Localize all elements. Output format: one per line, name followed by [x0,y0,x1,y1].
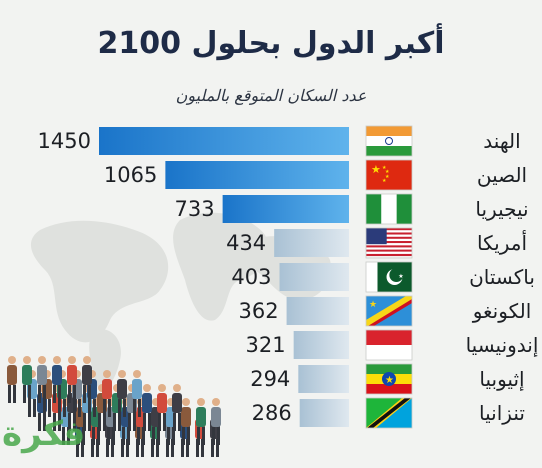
bar-4 [274,229,349,257]
bar-5 [279,263,349,291]
chart-title: أكبر الدول بحلول 2100 [97,26,445,61]
value-label-4: 434 [226,231,266,255]
dr-congo-flag-icon: ★ [365,295,413,327]
category-label-4: أمريكا [477,230,527,255]
bar-1 [99,127,349,155]
crowd-illustration [7,356,221,457]
indonesia-flag-icon [365,329,413,361]
value-label-7: 321 [246,333,286,357]
logo-text: فكرة [2,414,86,454]
category-label-1: الهند [483,129,520,153]
bar-3 [222,195,349,223]
category-label-9: تنزانيا [479,401,525,425]
category-label-8: إثيوبيا [479,367,524,392]
value-label-3: 733 [175,197,215,221]
svg-text:★: ★ [385,174,390,180]
value-label-9: 286 [252,401,292,425]
value-label-8: 294 [250,367,290,391]
bar-9 [299,399,349,427]
chart-subtitle: عدد السكان المتوقع بالمليون [175,86,367,105]
tanzania-flag-icon [365,397,413,429]
svg-text:★: ★ [382,178,387,184]
value-label-2: 1065 [104,163,157,187]
bar-7 [293,331,349,359]
usa-flag-icon [365,227,413,259]
value-label-1: 1450 [38,129,91,153]
value-label-6: 362 [238,299,278,323]
svg-text:★: ★ [385,375,394,386]
pakistan-flag-icon: ★ [365,261,413,293]
ethiopia-flag-icon: ★ [365,363,413,395]
category-label-5: باكستان [469,265,535,289]
svg-text:★: ★ [398,273,403,280]
china-flag-icon: ★ ★★★★ [365,159,413,191]
bar-6 [286,297,349,325]
svg-text:★: ★ [371,163,381,176]
category-label-3: نيجيريا [475,197,528,221]
nigeria-flag-icon [365,193,413,225]
india-flag-icon [365,125,413,157]
svg-text:★: ★ [385,169,390,175]
svg-text:★: ★ [369,300,377,310]
category-label-2: الصين [477,163,527,187]
bar-2 [165,161,349,189]
bar-8 [298,365,349,393]
svg-text:★: ★ [382,165,387,171]
category-label-7: إندونيسيا [466,333,539,358]
category-label-6: الكونغو [472,299,532,323]
value-label-5: 403 [231,265,271,289]
